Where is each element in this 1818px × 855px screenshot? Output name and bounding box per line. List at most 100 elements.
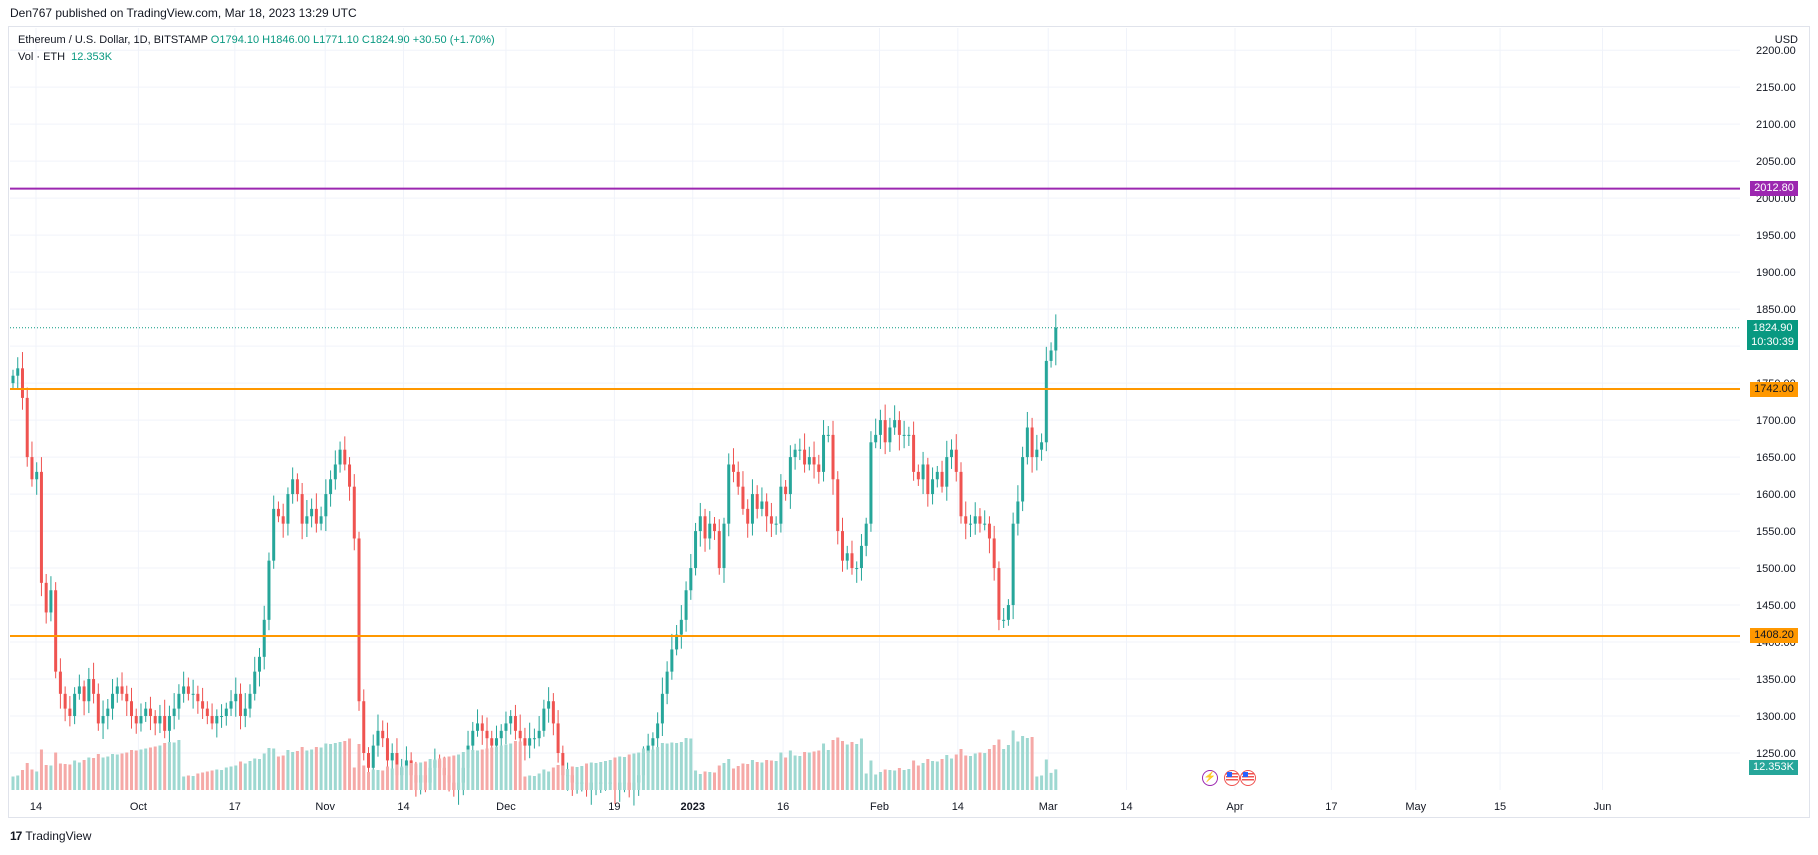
- candle-body: [148, 708, 152, 717]
- candle-body: [319, 516, 323, 524]
- us-flag-icon-2[interactable]: [1240, 770, 1256, 786]
- candle-body: [357, 538, 361, 702]
- candle-body: [812, 457, 816, 465]
- candle-body: [788, 457, 792, 495]
- candle-body: [305, 516, 309, 524]
- x-tick-label: 14: [30, 801, 42, 813]
- candle-body: [551, 701, 555, 724]
- candle-body: [537, 730, 541, 739]
- candle-body: [39, 471, 43, 583]
- candle-body: [1006, 605, 1010, 620]
- candle-body: [262, 619, 266, 657]
- ohlc-open: O1794.10: [210, 34, 260, 46]
- volume-bar: [461, 752, 465, 790]
- current-price-tag: 1824.90 10:30:39: [1747, 319, 1798, 350]
- y-tick-label: 2200.00: [1756, 45, 1796, 57]
- currency-label: USD: [1774, 34, 1798, 46]
- volume-bar: [1049, 772, 1053, 790]
- us-flag-icon[interactable]: [1224, 770, 1240, 786]
- volume-bar: [556, 765, 560, 790]
- volume-bar: [622, 757, 626, 790]
- volume-bar: [186, 775, 190, 790]
- candle-body: [717, 531, 721, 569]
- chart-frame[interactable]: [8, 26, 1810, 818]
- volume-bar: [191, 776, 195, 790]
- candle-body: [224, 708, 228, 717]
- candle-body: [997, 568, 1001, 620]
- candle-body: [248, 693, 252, 709]
- volume-bar: [599, 762, 603, 790]
- volume-bar: [310, 749, 314, 790]
- volume-bar: [63, 764, 67, 790]
- volume-bar: [314, 747, 318, 790]
- lightning-event-icon[interactable]: ⚡: [1202, 770, 1218, 786]
- y-tick-label: 1700.00: [1756, 415, 1796, 427]
- y-tick-label: 1600.00: [1756, 489, 1796, 501]
- volume-bar: [798, 756, 802, 790]
- candle-body: [381, 730, 385, 739]
- candle-body: [163, 716, 167, 731]
- volume-bar: [803, 752, 807, 790]
- volume-bar: [992, 745, 996, 790]
- y-tick-label: 1650.00: [1756, 452, 1796, 464]
- tradingview-logo-icon: 17: [10, 829, 22, 843]
- volume-bar: [286, 750, 290, 790]
- volume-bar: [537, 773, 541, 790]
- volume-bar: [476, 750, 480, 790]
- symbol-name: Ethereum / U.S. Dollar, 1D, BITSTAMP: [18, 34, 208, 46]
- volume-bar: [931, 761, 935, 790]
- y-tick-label: 1950.00: [1756, 230, 1796, 242]
- candle-body: [902, 434, 906, 436]
- candle-body: [348, 464, 352, 487]
- tradingview-brand[interactable]: 17 TradingView: [10, 829, 91, 843]
- x-tick-label: 14: [952, 801, 964, 813]
- volume-bar: [509, 743, 513, 790]
- volume-bar: [807, 752, 811, 790]
- volume-bar: [613, 757, 617, 790]
- volume-bar: [385, 766, 389, 790]
- y-tick-label: 2100.00: [1756, 119, 1796, 131]
- candle-body: [826, 434, 830, 436]
- candle-body: [499, 730, 503, 739]
- candle-body: [1035, 449, 1039, 458]
- candle-body: [92, 679, 96, 694]
- candle-body: [836, 479, 840, 532]
- volume-bar: [964, 755, 968, 790]
- volume-legend: Vol · ETH 12.353K: [18, 51, 112, 63]
- x-tick-label: May: [1405, 801, 1426, 813]
- candle-body: [20, 368, 24, 398]
- volume-bar: [115, 754, 119, 790]
- volume-bar: [765, 760, 769, 790]
- volume-bar: [788, 750, 792, 790]
- candle-body: [385, 738, 389, 761]
- volume-bar: [163, 743, 167, 790]
- volume-bar: [878, 772, 882, 790]
- volume-bar: [575, 767, 579, 790]
- candle-body: [779, 486, 783, 524]
- countdown: 10:30:39: [1751, 335, 1794, 348]
- candle-body: [959, 471, 963, 517]
- candle-body: [1030, 427, 1034, 458]
- candle-body: [343, 449, 347, 465]
- x-tick-label: 19: [608, 801, 620, 813]
- volume-bar: [239, 761, 243, 790]
- candle-body: [912, 434, 916, 472]
- volume-bar: [722, 763, 726, 790]
- candle-body: [73, 693, 77, 717]
- candle-body: [395, 753, 399, 776]
- candle-body: [267, 560, 271, 620]
- candle-body: [494, 738, 498, 746]
- volume-bar: [1030, 737, 1034, 790]
- candle-body: [784, 486, 788, 495]
- volume-bar: [902, 770, 906, 790]
- y-tick-label: 1300.00: [1756, 711, 1796, 723]
- volume-bar: [651, 749, 655, 790]
- candle-body: [196, 693, 200, 702]
- volume-bar: [101, 757, 105, 790]
- volume-bar: [542, 769, 546, 790]
- ohlc-change: +30.50 (+1.70%): [412, 34, 495, 46]
- volume-bar: [679, 742, 683, 790]
- volume-bar: [139, 749, 143, 790]
- volume-bar: [490, 747, 494, 790]
